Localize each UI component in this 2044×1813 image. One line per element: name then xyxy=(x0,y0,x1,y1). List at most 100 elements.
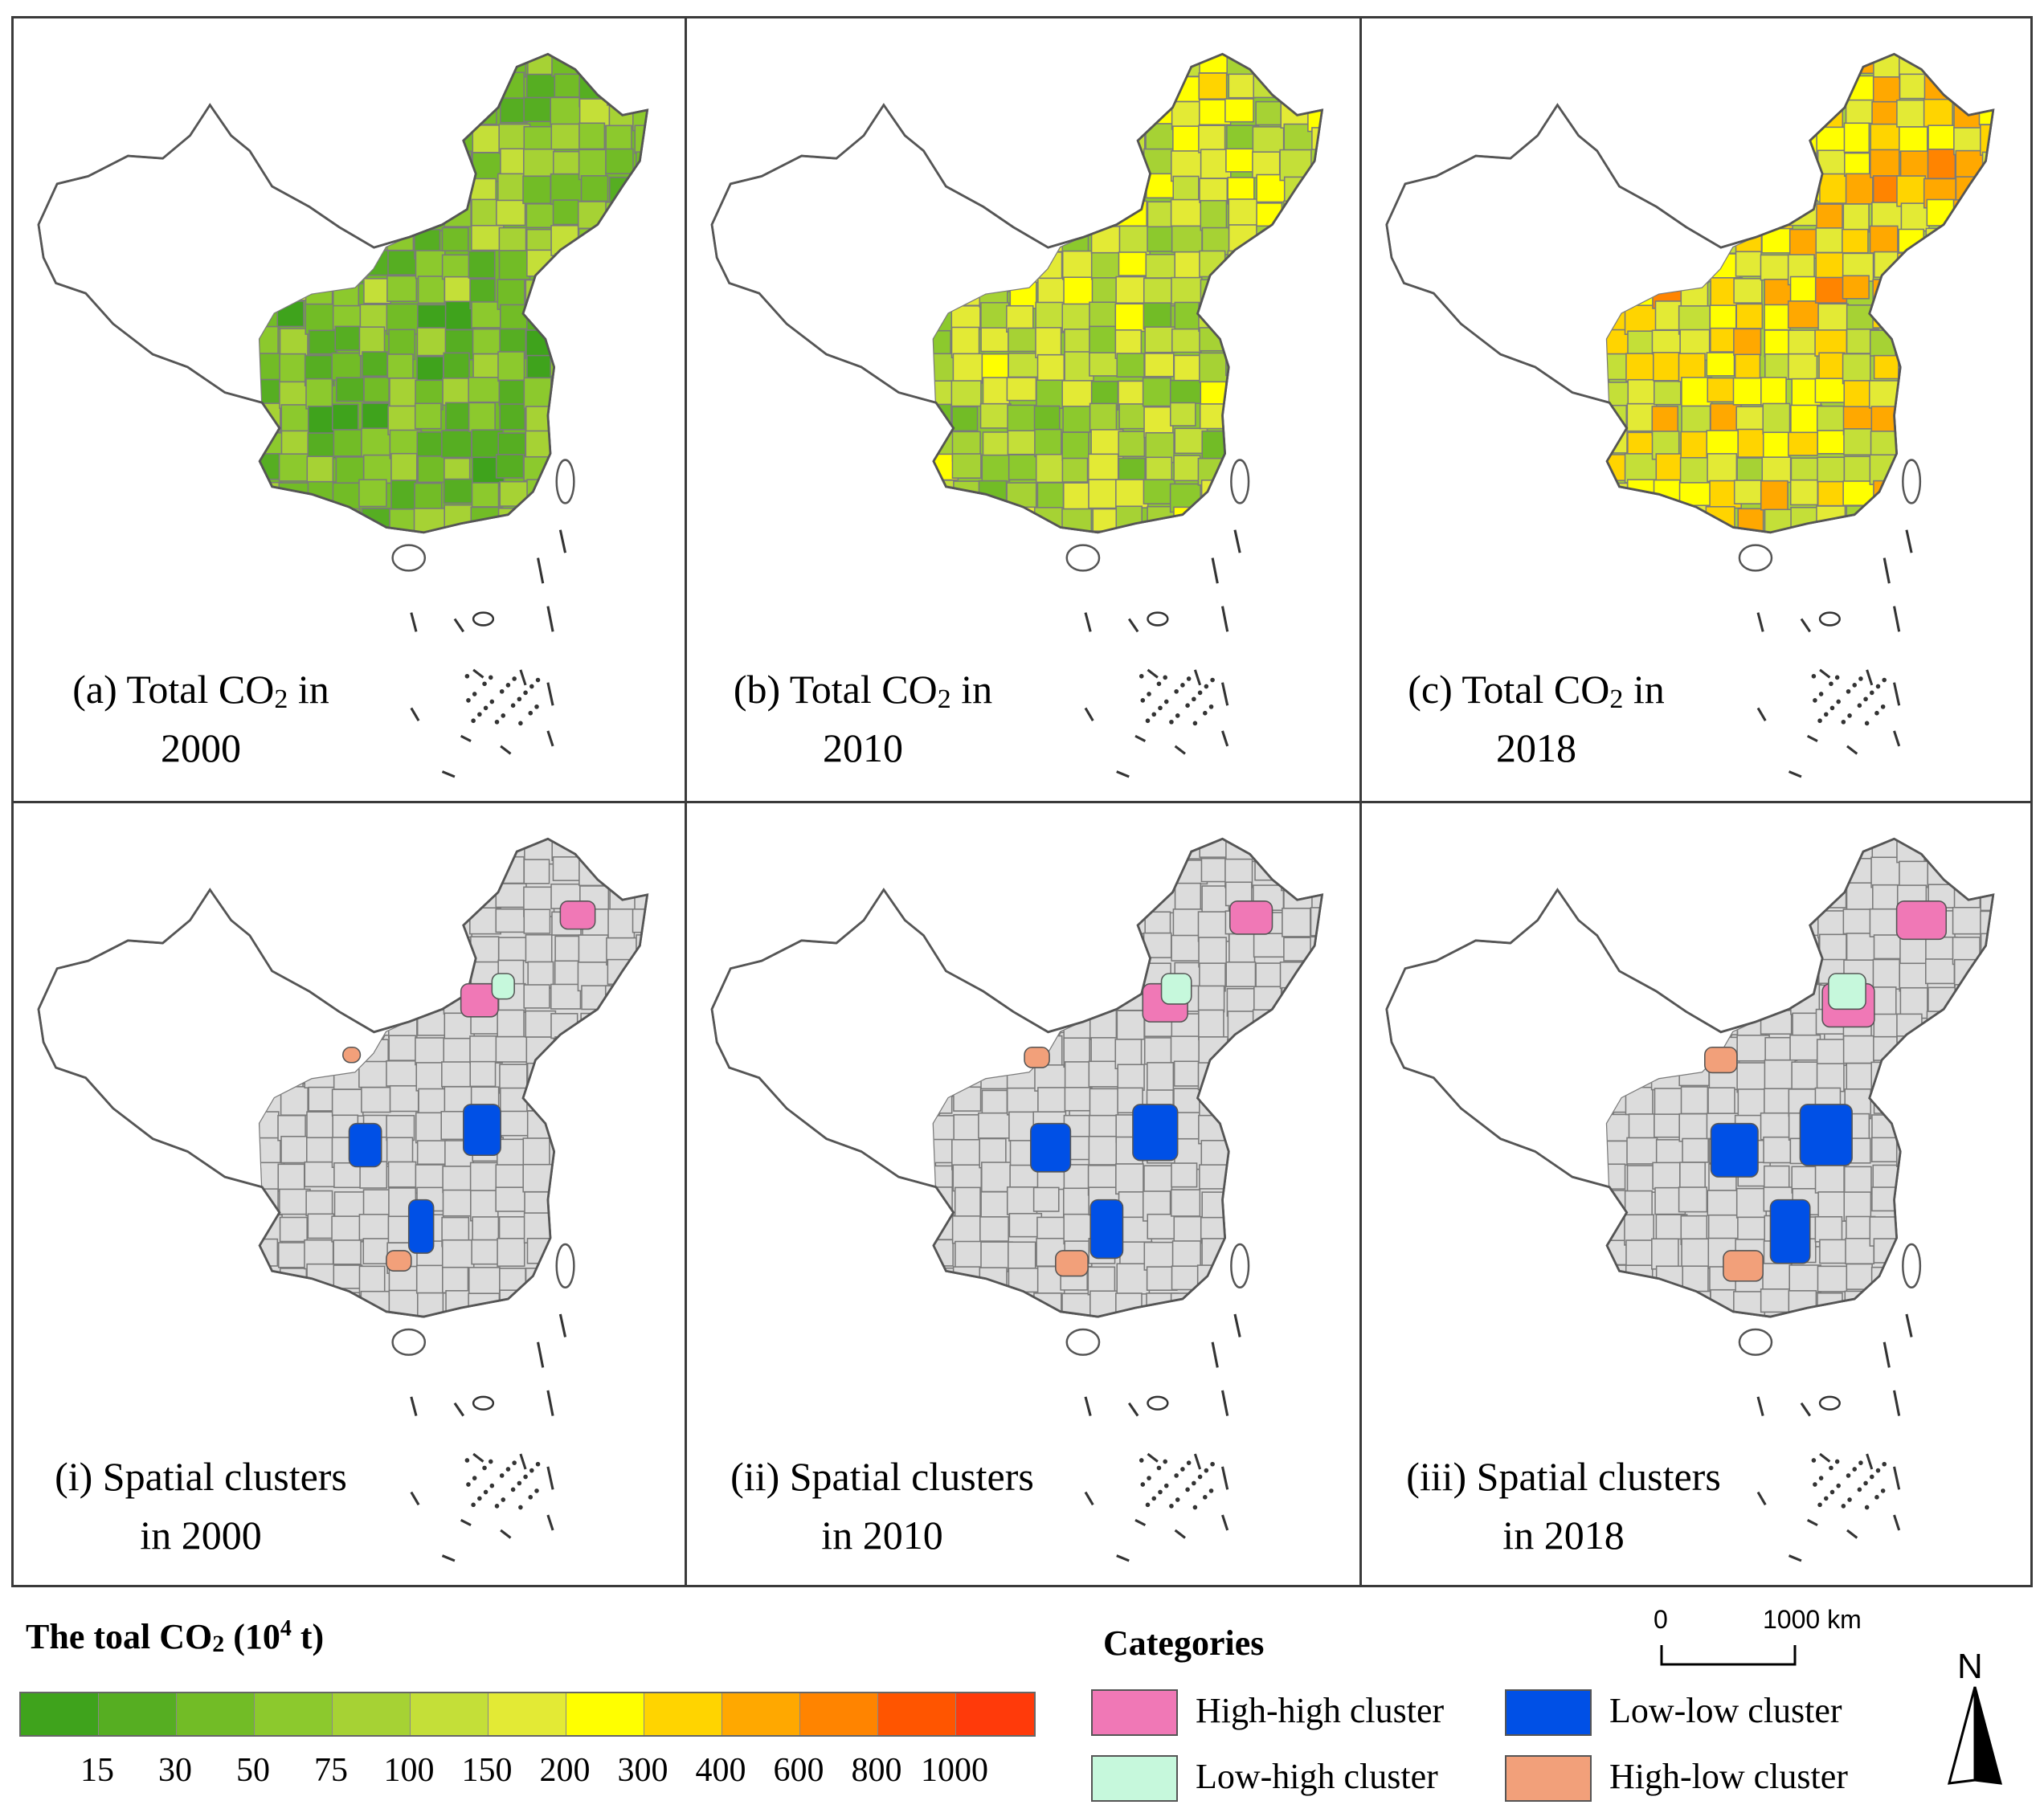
divider-h xyxy=(11,801,2033,803)
prefecture-cell xyxy=(1817,1265,1848,1292)
china-map xyxy=(37,837,649,1562)
prefecture-cell xyxy=(389,97,419,128)
prefecture-cell xyxy=(633,839,648,858)
prefecture-cell xyxy=(1710,1319,1740,1346)
prefecture-cell xyxy=(497,937,529,962)
prefecture-cell xyxy=(609,1136,638,1161)
prefecture-cell xyxy=(525,532,554,533)
prefecture-cell xyxy=(1844,54,1877,75)
prefecture-cell xyxy=(1763,884,1791,916)
prefecture-cell xyxy=(1788,353,1818,380)
prefecture-cell xyxy=(1198,1036,1231,1067)
prefecture-cell xyxy=(1607,839,1629,860)
prefecture-cell xyxy=(1979,1140,1993,1170)
hainan-island xyxy=(1065,544,1101,572)
prefecture-cell xyxy=(387,250,419,276)
prefecture-cell xyxy=(1654,1113,1682,1138)
prefecture-cell xyxy=(1087,908,1117,937)
prefecture-cell xyxy=(981,1162,1012,1193)
prefecture-cell xyxy=(1062,884,1096,911)
prefecture-cell xyxy=(1036,379,1065,410)
prefecture-cell xyxy=(1035,860,1068,887)
prefecture-cell xyxy=(390,480,418,510)
scale-tick-label: 1000 xyxy=(921,1752,988,1789)
prefecture-cell xyxy=(1951,480,1980,508)
prefecture-cell xyxy=(1200,857,1230,883)
prefecture-cell xyxy=(497,351,525,382)
prefecture-cell xyxy=(260,839,277,859)
prefecture-cell xyxy=(360,202,388,233)
prefecture-cell xyxy=(1256,225,1286,256)
prefecture-cell xyxy=(636,199,648,230)
prefecture-cell xyxy=(1952,1010,1981,1037)
color-swatch xyxy=(255,1693,333,1735)
prefecture-cell xyxy=(1679,54,1711,77)
prefecture-cell xyxy=(1037,277,1069,306)
prefecture-cell xyxy=(1170,1035,1203,1064)
prefecture-cell xyxy=(387,54,416,79)
prefecture-cell xyxy=(1651,329,1681,355)
prefecture-cell xyxy=(333,150,364,176)
prefecture-cell xyxy=(981,454,1011,482)
prefecture-cell xyxy=(582,1314,612,1317)
prefecture-cell xyxy=(388,1035,417,1061)
prefecture-cell xyxy=(526,1110,555,1141)
prefecture-cell xyxy=(1954,1060,1981,1086)
prefecture-cell xyxy=(522,1163,554,1193)
prefecture-cell xyxy=(1088,479,1121,509)
prefecture-cell xyxy=(1764,1059,1796,1092)
prefecture-cell xyxy=(1253,1114,1284,1146)
prefecture-cell xyxy=(1900,1162,1929,1194)
prefecture-cell xyxy=(1900,279,1930,310)
prefecture-cell xyxy=(523,984,550,1009)
prefecture-cell xyxy=(1814,839,1842,862)
prefecture-cell xyxy=(604,330,632,361)
prefecture-cell xyxy=(1733,885,1763,917)
prefecture-cell xyxy=(1255,353,1287,384)
prefecture-cell xyxy=(1707,377,1739,403)
prefecture-cell xyxy=(1870,149,1900,178)
prefecture-cell xyxy=(554,1137,583,1169)
prefecture-cell xyxy=(1254,478,1282,510)
prefecture-cell xyxy=(1142,377,1171,407)
prefecture-cell xyxy=(1252,531,1285,533)
prefecture-cell xyxy=(1737,101,1772,131)
prefecture-cell xyxy=(1060,123,1087,153)
prefecture-cell xyxy=(1869,908,1899,937)
prefecture-cell xyxy=(1087,858,1118,887)
prefecture-cell xyxy=(1088,198,1121,227)
prefecture-cell xyxy=(333,1239,362,1265)
prefecture-cell xyxy=(1005,125,1032,156)
prefecture-cell xyxy=(1981,1187,1993,1212)
prefecture-cell xyxy=(552,199,579,226)
prefecture-cell xyxy=(1655,1139,1686,1164)
prefecture-cell xyxy=(260,531,287,533)
prefecture-cell xyxy=(1654,123,1685,154)
cluster-region xyxy=(1895,900,1947,941)
prefecture-cell xyxy=(336,962,365,990)
prefecture-cell xyxy=(525,202,556,229)
prefecture-cell xyxy=(1787,1313,1815,1317)
prefecture-cell xyxy=(1873,480,1903,512)
low-low-label: Low-low cluster xyxy=(1609,1691,1842,1730)
prefecture-cell xyxy=(468,531,495,533)
prefecture-cell xyxy=(305,378,333,410)
prefecture-cell xyxy=(522,1137,550,1168)
prefecture-cell xyxy=(1762,147,1793,174)
china-map xyxy=(1385,52,1995,778)
prefecture-cell xyxy=(335,377,365,402)
prefecture-cell xyxy=(1762,402,1791,435)
prefecture-cell xyxy=(951,54,979,81)
prefecture-cell xyxy=(334,839,365,857)
prefecture-cell xyxy=(1923,277,1957,307)
prefecture-cell xyxy=(607,1061,636,1087)
prefecture-cell xyxy=(308,531,341,533)
prefecture-cell xyxy=(933,73,956,102)
prefecture-cell xyxy=(1952,906,1984,935)
prefecture-cell xyxy=(1788,1264,1822,1293)
prefecture-cell xyxy=(578,122,606,150)
prefecture-cell xyxy=(413,933,442,961)
prefecture-cell xyxy=(1926,1038,1954,1070)
prefecture-cell xyxy=(550,123,580,150)
prefecture-cell xyxy=(276,75,309,104)
